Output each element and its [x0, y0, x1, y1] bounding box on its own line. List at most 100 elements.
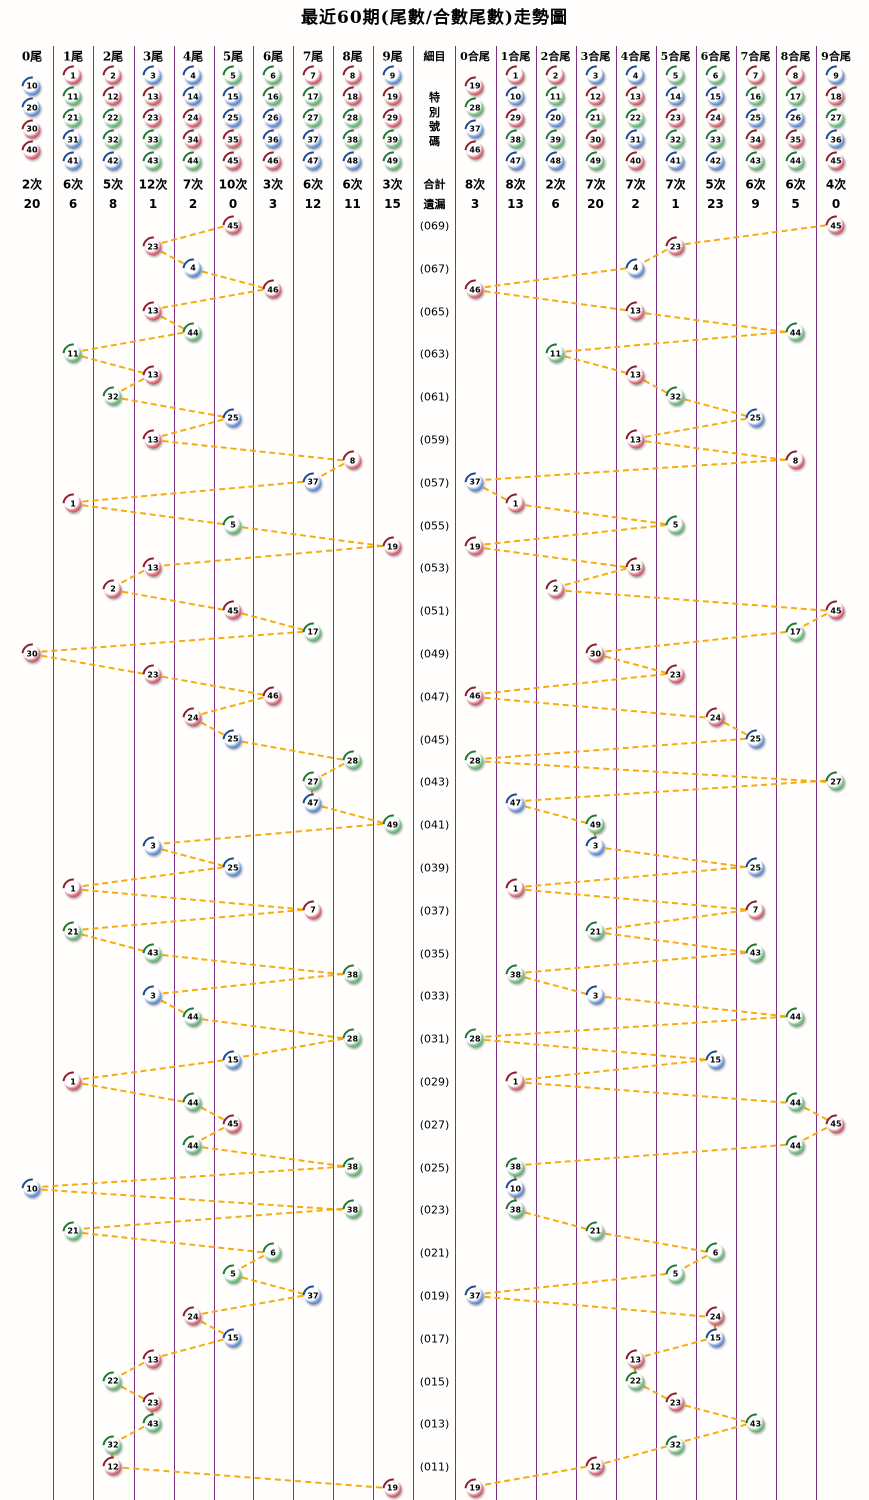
column-header-0尾: 0尾: [21, 49, 43, 64]
ball-palette-42: 42: [104, 153, 122, 171]
ball-tail-p10: 19: [384, 1480, 401, 1498]
trend-connector-line: [152, 415, 233, 439]
column-separator-line: [535, 46, 537, 1500]
ball-tail-p18: 24: [184, 1308, 202, 1326]
ball-palette-16: 16: [264, 88, 282, 106]
column-separator-line: [575, 46, 577, 1500]
ball-tail-p17: 15: [224, 1330, 242, 1348]
trend-connector-line: [474, 695, 716, 720]
period-label-17: (017): [419, 1332, 450, 1346]
trend-connector-line: [31, 1188, 353, 1212]
ball-tail-p54: 19: [384, 538, 401, 556]
ball-sumtail-p46: 24: [707, 709, 724, 727]
ball-sumtail-p20: 5: [667, 1266, 684, 1284]
trend-connector-line: [474, 265, 636, 290]
column-header-0合尾: 0合尾: [460, 50, 490, 63]
ball-tail-p37: 7: [304, 902, 322, 920]
ball-tail-p19: 37: [304, 1287, 322, 1305]
column-separator-line: [213, 46, 215, 1500]
trend-connector-line: [152, 223, 233, 247]
column-separator-line: [173, 46, 175, 1500]
ball-palette-sum-11: 11: [547, 88, 564, 106]
period-label-27: (027): [419, 1118, 450, 1132]
ball-palette-14: 14: [184, 88, 202, 106]
ball-tail-p56: 1: [64, 495, 82, 513]
period-label-29: (029): [419, 1075, 450, 1089]
miss-right-5: 1: [671, 196, 680, 211]
trend-connector-line: [192, 1145, 353, 1169]
ball-tail-p11: 12: [104, 1458, 122, 1476]
page-title: 最近60期(尾數/合數尾數)走勢圖: [301, 8, 568, 28]
ball-tail-p64: 44: [184, 324, 202, 342]
ball-sumtail-p15: 22: [627, 1373, 644, 1391]
ball-sumtail-p50: 17: [787, 624, 804, 642]
ball-tail-p27: 45: [224, 1116, 242, 1134]
ball-palette-sum-27: 27: [827, 110, 845, 128]
ball-palette-32: 32: [104, 131, 122, 149]
miss-label: 遺漏: [423, 197, 446, 211]
ball-palette-sum-47: 47: [507, 153, 524, 171]
trend-connector-line: [554, 353, 636, 377]
ball-tail-p66: 46: [264, 281, 282, 299]
special-number-label-char: 號: [429, 120, 440, 133]
ball-sumtail-p41: 49: [587, 816, 604, 834]
period-label-35: (035): [419, 947, 450, 961]
ball-palette-sum-17: 17: [787, 88, 804, 106]
ball-palette-sum-37: 37: [466, 121, 484, 138]
ball-palette-sum-34: 34: [747, 131, 764, 149]
column-header-8合尾: 8合尾: [780, 50, 811, 63]
trend-connector-line: [72, 931, 153, 955]
column-header-4合尾: 4合尾: [620, 50, 651, 63]
ball-palette-37: 37: [304, 131, 322, 149]
count-left-5: 10次: [218, 177, 248, 191]
count-right-5: 7次: [665, 177, 686, 191]
ball-sumtail-p17: 15: [707, 1330, 724, 1348]
column-header-3尾: 3尾: [142, 49, 164, 64]
ball-sumtail-p59: 13: [627, 431, 644, 449]
ball-palette-sum-48: 48: [547, 153, 564, 171]
ball-tail-p31: 28: [344, 1030, 361, 1048]
ball-palette-sum-16: 16: [747, 88, 764, 106]
ball-palette-40: 40: [23, 142, 41, 160]
trend-connector-line: [152, 544, 393, 568]
ball-palette-26: 26: [264, 110, 282, 128]
column-separator-line: [495, 46, 497, 1500]
ball-tail-p69: 45: [224, 217, 242, 235]
ball-tail-p52: 2: [104, 581, 122, 599]
ball-palette-1: 1: [64, 67, 82, 85]
trend-connector-line: [474, 458, 796, 482]
column-header-9尾: 9尾: [382, 49, 403, 64]
ball-tail-p42: 47: [304, 795, 322, 813]
column-header-7尾: 7尾: [302, 49, 324, 64]
trend-connector-line: [152, 822, 393, 846]
ball-palette-sum-14: 14: [667, 88, 684, 106]
ball-palette-25: 25: [224, 110, 242, 128]
trend-connector-line: [31, 629, 313, 653]
ball-palette-sum-9: 9: [827, 67, 845, 85]
miss-left-0: 20: [23, 196, 41, 211]
count-left-3: 12次: [138, 177, 168, 191]
ball-palette-28: 28: [344, 110, 361, 128]
period-label-55: (055): [419, 519, 450, 533]
ball-palette-sum-38: 38: [507, 131, 524, 149]
ball-sumtail-p30: 15: [707, 1052, 724, 1070]
miss-left-3: 1: [148, 196, 158, 211]
ball-tail-p32: 44: [184, 1009, 202, 1027]
trend-connector-line: [474, 1038, 716, 1062]
ball-palette-43: 43: [144, 153, 162, 171]
ball-tail-p41: 49: [384, 816, 401, 834]
ball-tail-p46: 24: [184, 709, 202, 727]
ball-sumtail-p35: 43: [747, 945, 764, 963]
column-separator-line: [615, 46, 617, 1500]
ball-sumtail-p38: 1: [507, 880, 524, 898]
ball-palette-9: 9: [384, 67, 401, 85]
trend-connector-line: [152, 1335, 233, 1360]
ball-palette-38: 38: [344, 131, 361, 149]
ball-palette-15: 15: [224, 88, 242, 106]
trend-connector-line: [635, 310, 796, 334]
miss-left-1: 6: [68, 196, 78, 211]
column-header-6合尾: 6合尾: [700, 50, 731, 63]
period-label-65: (065): [419, 305, 450, 319]
period-label-19: (019): [419, 1289, 450, 1303]
